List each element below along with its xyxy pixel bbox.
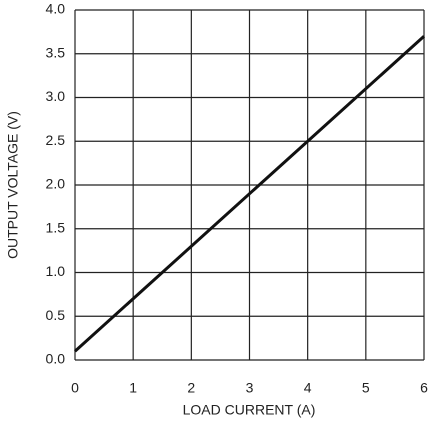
- y-tick-label: 4.0: [46, 1, 66, 17]
- y-tick-label: 2.0: [46, 176, 66, 192]
- y-tick-label: 0.0: [46, 351, 66, 367]
- y-tick-label: 3.5: [46, 44, 66, 60]
- y-tick-label: 1.0: [46, 263, 66, 279]
- x-tick-label: 2: [187, 380, 195, 396]
- x-tick-label: 3: [246, 380, 254, 396]
- y-tick-label: 1.5: [46, 219, 66, 235]
- y-tick-label: 3.0: [46, 88, 66, 104]
- x-tick-label: 0: [71, 380, 79, 396]
- y-tick-label: 2.5: [46, 132, 66, 148]
- x-tick-label: 5: [362, 380, 370, 396]
- x-axis-label: LOAD CURRENT (A): [183, 402, 316, 418]
- data-line: [73, 35, 426, 353]
- y-tick-label: 0.5: [46, 307, 66, 323]
- y-axis-label: OUTPUT VOLTAGE (V): [5, 111, 21, 259]
- x-tick-label: 4: [304, 380, 312, 396]
- x-tick-label: 6: [420, 380, 428, 396]
- x-tick-label: 1: [129, 380, 137, 396]
